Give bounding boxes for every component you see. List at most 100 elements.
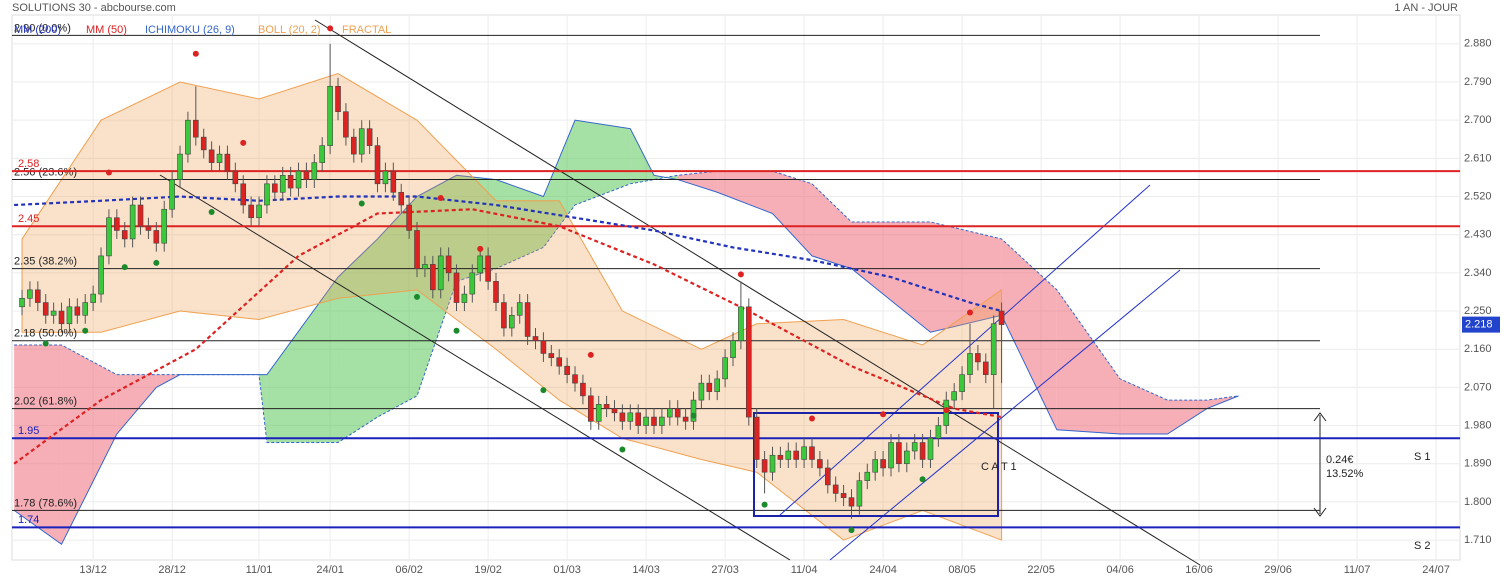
candle-body [437,255,444,291]
candle-body [256,204,262,219]
candle-body [264,183,270,206]
candle-body [911,442,918,452]
y-tick-label: 2.430 [1464,229,1492,241]
candle-body [785,450,792,460]
fractal [82,327,89,334]
candle-body [145,225,152,231]
candle-body [27,289,33,299]
x-tick-label: 04/06 [1106,564,1134,576]
candle-body [453,272,460,303]
y-tick-label: 1.890 [1464,458,1492,470]
candle-body [430,264,436,291]
y-tick-label: 2.160 [1464,343,1492,355]
support-label: S 2 [1414,540,1431,552]
candle-body [595,404,602,422]
cloud-segment [14,344,62,545]
candle-body [975,353,981,363]
fractal [880,411,887,418]
candle-body [185,119,191,155]
x-tick-label: 22/05 [1027,564,1055,576]
resistance-level-label: 2.58 [18,158,39,170]
y-tick-label: 2.610 [1464,152,1492,164]
candle-body [509,314,515,329]
fibonacci-label: 2.90 (0.0%) [14,22,71,34]
candle-body [588,395,594,422]
cloud-segment [575,120,631,206]
support-level-label: 1.95 [18,425,39,437]
candle-body [161,208,168,244]
candle-body [74,306,81,316]
candle-body [169,179,175,210]
candle-body [524,302,531,337]
y-tick-label: 2.070 [1464,381,1492,393]
candle-body [982,361,989,375]
candle-body [730,340,736,358]
candle-body [674,408,681,418]
candle-body [58,310,65,325]
candle-body [667,408,673,418]
candle-body [682,416,689,422]
candle-body [603,404,610,409]
candle-body [611,408,618,414]
cloud-segment [496,179,544,269]
candle-body [200,136,207,151]
candle-body [959,374,965,392]
candle-body [493,281,499,303]
fractal [105,169,112,176]
candle-body [998,310,1005,325]
fibonacci-label: 1.78 (78.6%) [14,497,77,509]
candle-body [627,412,634,422]
candle-body [651,416,657,426]
candle-body [848,497,855,507]
candle-body [690,399,697,422]
candle-body [880,459,886,469]
candle-body [919,442,926,460]
candle-body [327,85,333,146]
fibonacci-label: 2.35 (38.2%) [14,256,77,268]
candle-body [461,293,468,303]
candle-body [114,217,120,231]
fractal [192,50,199,57]
x-tick-label: 06/02 [395,564,423,576]
fractal [477,245,484,252]
candle-body [540,340,547,354]
candle-body [287,175,294,189]
candle-body [548,353,555,358]
candle-body [106,217,112,257]
fractal [587,351,594,358]
fractal [848,527,855,534]
candle-body [572,374,578,384]
candle-body [90,293,96,303]
candle-body [398,191,405,206]
chart-title: SOLUTIONS 30 - abcbourse.com [12,2,176,14]
candle-body [137,204,144,227]
candle-body [42,302,49,316]
y-tick-label: 2.250 [1464,305,1492,317]
fractal [153,259,160,266]
candle-body [990,323,997,375]
candle-body [303,170,310,180]
fractal [737,271,744,278]
fractal [966,309,973,316]
support-level-label: 1.74 [18,514,39,526]
candle-body [295,170,302,189]
fibonacci-label: 2.56 (23.6%) [14,166,77,178]
cloud-segment [1120,378,1168,435]
candle-body [801,446,807,460]
fractal [121,264,128,271]
candle-body [769,454,776,473]
cloud-segment [543,120,576,248]
cloud-segment [630,128,655,184]
candle-body [121,230,128,240]
candle-body [738,306,744,342]
period: 1 AN - JOUR [1394,2,1458,14]
candle-body [516,302,523,316]
x-tick-label: 14/03 [632,564,660,576]
fractal [761,501,768,508]
candle-body [445,255,452,274]
candle-body [935,425,942,439]
candle-body [896,442,902,465]
candle-body [240,183,247,206]
pattern-label: C A T 1 [981,461,1017,473]
